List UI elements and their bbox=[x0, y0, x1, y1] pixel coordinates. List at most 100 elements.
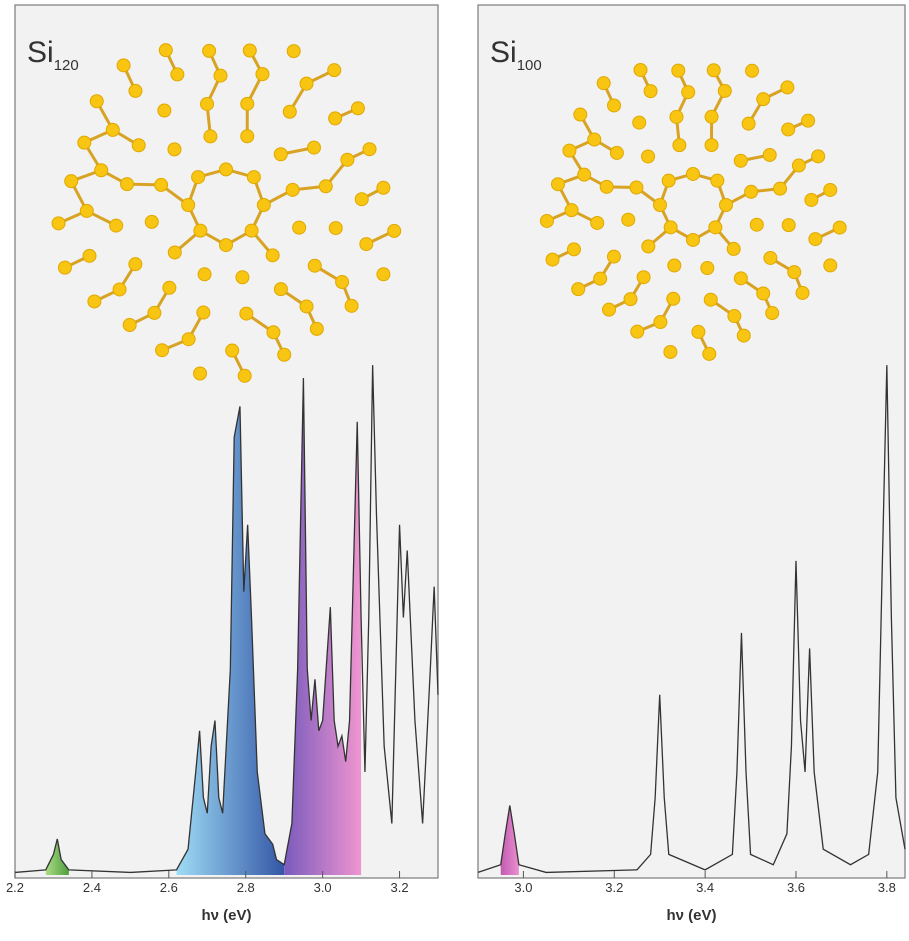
x-tick-label: 3.0 bbox=[314, 880, 332, 895]
x-axis-label: hν (eV) bbox=[666, 907, 716, 924]
cluster-atom bbox=[129, 258, 142, 271]
cluster-atom bbox=[363, 143, 376, 156]
cluster-atom bbox=[757, 287, 770, 300]
cluster-atom bbox=[781, 81, 794, 94]
cluster-atom bbox=[687, 167, 700, 180]
cluster-atom bbox=[329, 112, 342, 125]
x-tick-label: 3.2 bbox=[605, 880, 623, 895]
cluster-atom bbox=[805, 193, 818, 206]
cluster-atom bbox=[602, 303, 615, 316]
cluster-atom bbox=[182, 333, 195, 346]
cluster-atom bbox=[728, 310, 741, 323]
title-text: Si bbox=[27, 36, 54, 69]
cluster-atom bbox=[644, 85, 657, 98]
cluster-atom bbox=[540, 214, 553, 227]
cluster-atom bbox=[634, 63, 647, 76]
cluster-atom bbox=[132, 139, 145, 152]
cluster-atom bbox=[796, 286, 809, 299]
cluster-atom bbox=[197, 306, 210, 319]
cluster-atom bbox=[388, 224, 401, 237]
cluster-atom bbox=[110, 219, 123, 232]
cluster-atom bbox=[129, 84, 142, 97]
cluster-atom bbox=[654, 199, 667, 212]
cluster-atom bbox=[824, 259, 837, 272]
cluster-atom bbox=[672, 64, 685, 77]
cluster-atom bbox=[203, 44, 216, 57]
cluster-atom bbox=[256, 68, 269, 81]
cluster-atom bbox=[201, 97, 214, 110]
cluster-atom bbox=[607, 250, 620, 263]
cluster-atom bbox=[158, 104, 171, 117]
cluster-atom bbox=[637, 271, 650, 284]
cluster-atom bbox=[642, 240, 655, 253]
cluster-atom bbox=[622, 213, 635, 226]
cluster-atom bbox=[802, 114, 815, 127]
cluster-atom bbox=[123, 318, 136, 331]
cluster-atom bbox=[377, 181, 390, 194]
cluster-atom bbox=[106, 123, 119, 136]
cluster-atom bbox=[286, 183, 299, 196]
cluster-atom bbox=[117, 59, 130, 72]
cluster-atom bbox=[707, 64, 720, 77]
cluster-atom bbox=[763, 148, 776, 161]
title-subscript: 120 bbox=[54, 57, 79, 74]
cluster-atom bbox=[58, 261, 71, 274]
cluster-atom bbox=[608, 99, 621, 112]
title-subscript: 100 bbox=[517, 57, 542, 74]
cluster-atom bbox=[155, 178, 168, 191]
cluster-atom bbox=[704, 293, 717, 306]
cluster-atom bbox=[168, 246, 181, 259]
cluster-atom bbox=[711, 174, 724, 187]
cluster-atom bbox=[278, 348, 291, 361]
cluster-atom bbox=[588, 133, 601, 146]
cluster-atom bbox=[668, 259, 681, 272]
cluster-atom bbox=[257, 199, 270, 212]
cluster-atom bbox=[597, 77, 610, 90]
cluster-atom bbox=[113, 283, 126, 296]
cluster-atom bbox=[624, 293, 637, 306]
cluster-atom bbox=[782, 123, 795, 136]
cluster-atom bbox=[88, 295, 101, 308]
cluster-atom bbox=[192, 171, 205, 184]
cluster-atom bbox=[245, 224, 258, 237]
cluster-atom bbox=[329, 222, 342, 235]
x-tick-label: 2.2 bbox=[6, 880, 24, 895]
cluster-atom bbox=[600, 180, 613, 193]
cluster-atom bbox=[565, 204, 578, 217]
cluster-atom bbox=[591, 216, 604, 229]
cluster-atom bbox=[65, 175, 78, 188]
x-tick-label: 2.4 bbox=[83, 880, 101, 895]
x-tick-label: 3.4 bbox=[696, 880, 714, 895]
cluster-atom bbox=[328, 64, 341, 77]
cluster-atom bbox=[226, 344, 239, 357]
panel: Si1202.22.42.62.83.03.2hν (eV) bbox=[6, 5, 438, 924]
cluster-atom bbox=[687, 233, 700, 246]
cluster-atom bbox=[664, 221, 677, 234]
cluster-atom bbox=[812, 150, 825, 163]
cluster-atom bbox=[95, 164, 108, 177]
cluster-atom bbox=[243, 44, 256, 57]
cluster-atom bbox=[241, 97, 254, 110]
cluster-atom bbox=[631, 325, 644, 338]
cluster-atom bbox=[204, 130, 217, 143]
cluster-atom bbox=[377, 268, 390, 281]
cluster-atom bbox=[351, 102, 364, 115]
cluster-atom bbox=[667, 292, 680, 305]
x-axis-label: hν (eV) bbox=[201, 907, 251, 924]
cluster-atom bbox=[574, 108, 587, 121]
cluster-atom bbox=[194, 224, 207, 237]
cluster-atom bbox=[552, 178, 565, 191]
cluster-atom bbox=[238, 369, 251, 382]
cluster-atom bbox=[610, 146, 623, 159]
cluster-atom bbox=[642, 150, 655, 163]
cluster-atom bbox=[745, 185, 758, 198]
cluster-atom bbox=[198, 268, 211, 281]
plot-frame bbox=[478, 5, 905, 878]
cluster-atom bbox=[563, 144, 576, 157]
x-tick-label: 3.8 bbox=[878, 880, 896, 895]
cluster-atom bbox=[168, 143, 181, 156]
cluster-atom bbox=[720, 199, 733, 212]
cluster-atom bbox=[594, 272, 607, 285]
cluster-atom bbox=[757, 93, 770, 106]
cluster-atom bbox=[633, 116, 646, 129]
